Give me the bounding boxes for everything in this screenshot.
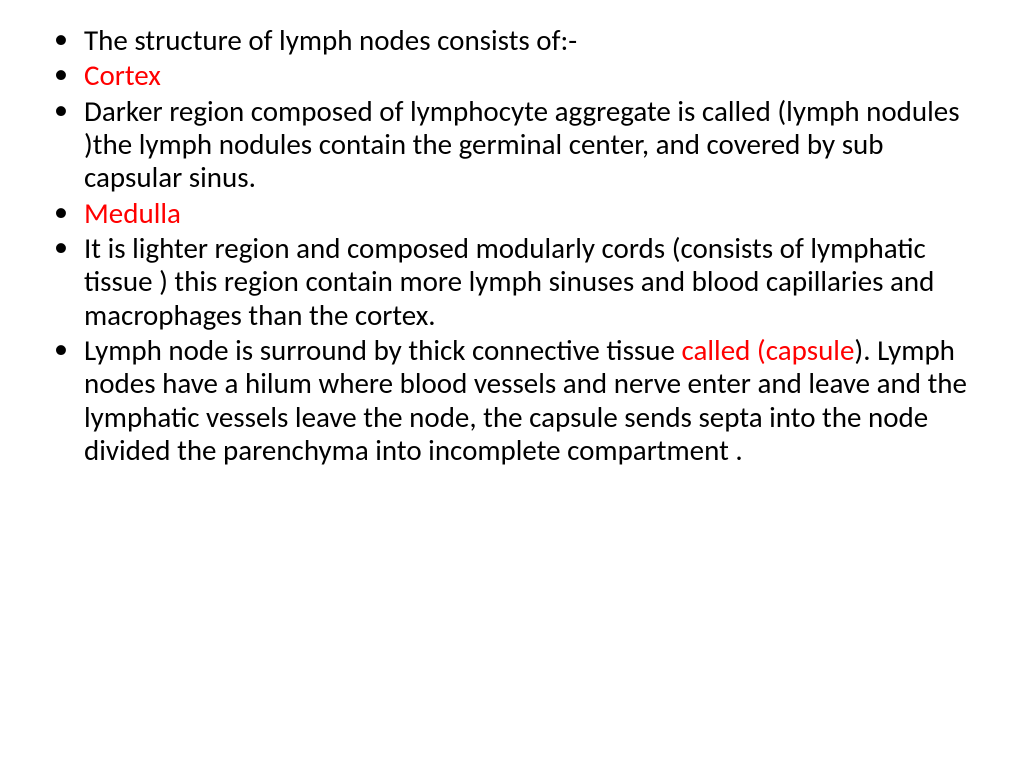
list-item: Cortex xyxy=(48,59,976,92)
bullet-text: It is lighter region and composed modula… xyxy=(84,230,934,333)
list-item: Medulla xyxy=(48,197,976,230)
bullet-text: The structure of lymph nodes consists of… xyxy=(84,22,577,58)
bullet-text-highlight: Cortex xyxy=(84,57,161,93)
list-item: Darker region composed of lymphocyte agg… xyxy=(48,95,976,195)
list-item: The structure of lymph nodes consists of… xyxy=(48,24,976,57)
bullet-text-highlight: called (capsule xyxy=(681,332,854,368)
list-item: It is lighter region and composed modula… xyxy=(48,232,976,332)
bullet-text-highlight: Medulla xyxy=(84,195,181,231)
bullet-text: Lymph node is surround by thick connecti… xyxy=(84,332,681,368)
list-item: Lymph node is surround by thick connecti… xyxy=(48,334,976,467)
bullet-text: Darker region composed of lymphocyte agg… xyxy=(84,93,960,196)
bullet-list: The structure of lymph nodes consists of… xyxy=(48,24,976,467)
slide: The structure of lymph nodes consists of… xyxy=(0,0,1024,768)
